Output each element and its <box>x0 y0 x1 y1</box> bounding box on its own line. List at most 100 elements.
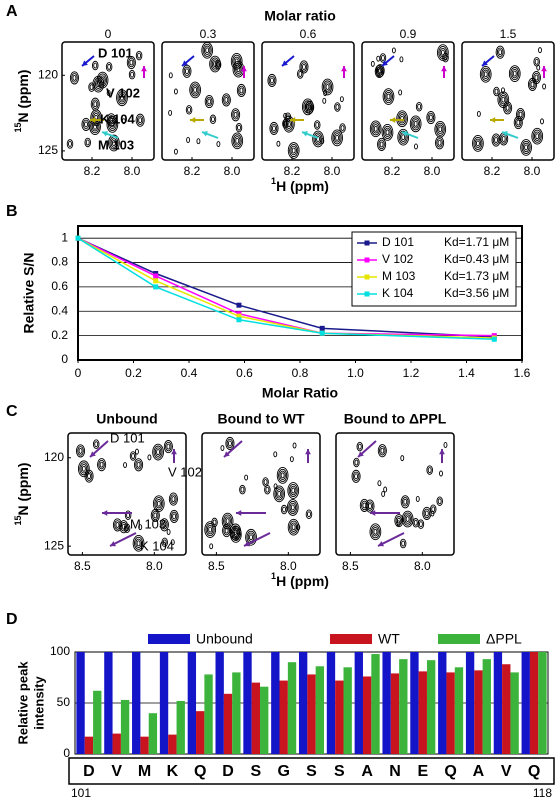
point <box>236 302 242 308</box>
chart-title: Molar ratio <box>264 8 336 24</box>
contour <box>396 110 408 128</box>
bar <box>529 652 539 754</box>
contour <box>321 78 334 96</box>
contour <box>233 136 241 146</box>
contour <box>498 93 508 107</box>
contour <box>97 458 107 472</box>
contour <box>156 449 161 456</box>
contour <box>505 104 510 111</box>
contour <box>413 120 418 127</box>
contour <box>283 120 288 127</box>
contour <box>270 123 278 134</box>
residue-end: 118 <box>533 786 552 800</box>
contour <box>231 527 241 541</box>
contour <box>210 57 220 71</box>
contour <box>301 98 314 116</box>
contour <box>533 131 541 141</box>
contour <box>117 91 127 105</box>
contour <box>119 520 129 534</box>
contour <box>377 480 382 487</box>
x-tick-label: 8.0 <box>224 164 241 178</box>
contour <box>385 129 390 136</box>
contour <box>400 455 405 462</box>
arrow-head <box>490 117 496 123</box>
contour <box>99 75 106 85</box>
bar <box>243 652 252 754</box>
contour <box>131 453 136 459</box>
contour <box>169 509 179 523</box>
contour <box>377 444 387 458</box>
contour <box>373 528 378 535</box>
sequence-letter: S <box>306 763 317 780</box>
legend-name: Unbound <box>196 631 253 647</box>
arrow-head <box>382 60 388 66</box>
arrow-head <box>370 510 376 516</box>
contour <box>381 491 386 497</box>
contour <box>112 518 123 532</box>
contour <box>111 140 116 146</box>
contour <box>184 68 189 75</box>
x-tick-label: 8.2 <box>484 164 501 178</box>
contour <box>334 102 341 112</box>
contour <box>423 508 431 519</box>
contour <box>436 124 444 135</box>
contour <box>476 110 481 117</box>
contour <box>96 71 109 89</box>
contour <box>287 482 300 499</box>
bar <box>438 652 447 754</box>
residue-label: K 104 <box>140 538 174 553</box>
x-tick-label: 8.2 <box>384 164 401 178</box>
bar <box>251 682 261 754</box>
bar <box>187 652 197 754</box>
contour <box>152 510 159 521</box>
legend-kd: Kd=3.56 μM <box>444 286 509 300</box>
bar <box>287 662 297 754</box>
contour <box>232 529 240 540</box>
contour <box>168 109 173 116</box>
arrow-head <box>102 510 108 516</box>
sequence-letter: S <box>251 763 262 780</box>
contour <box>300 62 308 72</box>
contour <box>437 139 442 146</box>
contour <box>378 139 385 150</box>
contour <box>339 123 346 133</box>
contour <box>312 130 324 148</box>
contour <box>224 96 229 103</box>
y-tick-label: 0 <box>61 352 68 366</box>
contour <box>109 119 116 130</box>
contour <box>475 140 480 147</box>
bar <box>326 652 336 754</box>
sequence-letter: D <box>83 763 95 780</box>
arrow-head <box>378 541 384 547</box>
y-tick-label: 0.6 <box>51 279 68 293</box>
contour <box>208 526 213 533</box>
residue-label: V 102 <box>106 85 140 100</box>
bar <box>148 713 158 754</box>
contour <box>128 69 136 80</box>
contour <box>135 538 142 549</box>
contour <box>286 499 299 516</box>
contour <box>81 465 86 472</box>
contour <box>267 73 277 88</box>
contour <box>235 137 240 144</box>
contour <box>239 484 246 495</box>
contour <box>437 498 442 505</box>
contour <box>191 85 199 95</box>
contour <box>436 496 443 506</box>
legend-marker <box>364 274 370 280</box>
contour <box>124 510 132 520</box>
arrow-head <box>282 60 288 66</box>
contour <box>205 47 210 54</box>
contour <box>383 89 394 104</box>
x-tick-label: 0.2 <box>125 366 142 380</box>
bar <box>159 652 169 754</box>
contour <box>512 70 517 77</box>
contour <box>115 521 120 528</box>
contour <box>313 132 323 146</box>
contour <box>479 65 492 83</box>
contour <box>354 459 359 466</box>
contour <box>434 120 447 138</box>
contour <box>394 514 404 528</box>
contour <box>168 72 173 79</box>
contour <box>443 54 448 61</box>
